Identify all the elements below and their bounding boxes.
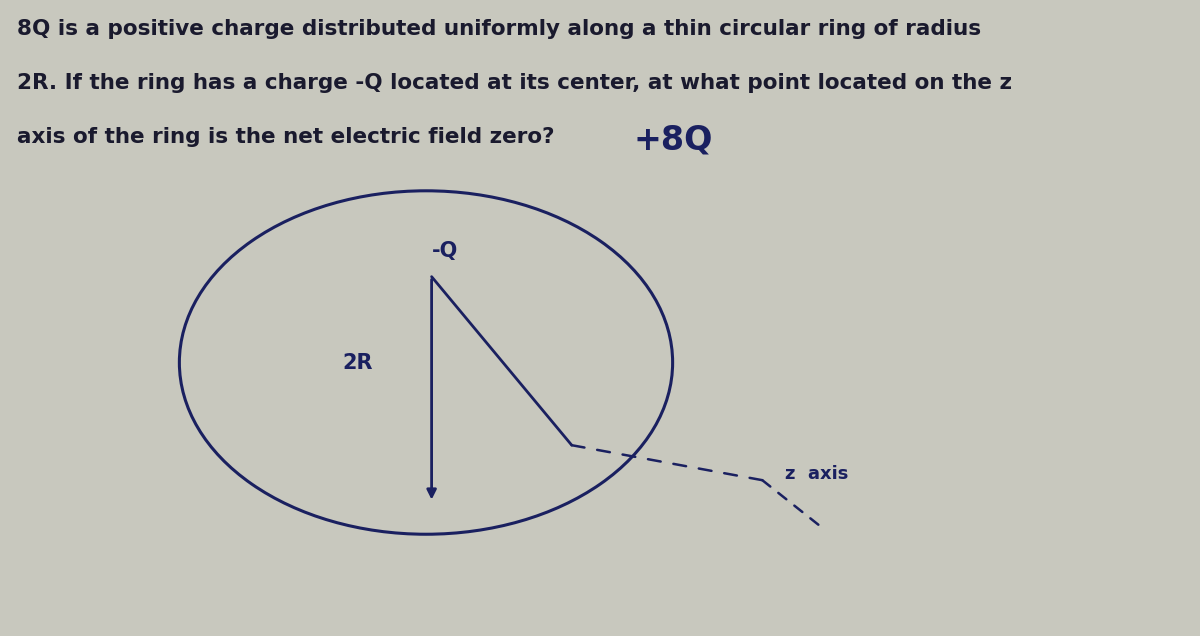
Text: +8Q: +8Q — [634, 123, 713, 156]
Text: -Q: -Q — [432, 241, 458, 261]
Text: 8Q is a positive charge distributed uniformly along a thin circular ring of radi: 8Q is a positive charge distributed unif… — [17, 19, 980, 39]
Text: 2R. If the ring has a charge -Q located at its center, at what point located on : 2R. If the ring has a charge -Q located … — [17, 73, 1012, 93]
Text: z  axis: z axis — [785, 465, 848, 483]
Text: 2R: 2R — [342, 352, 372, 373]
Text: axis of the ring is the net electric field zero?: axis of the ring is the net electric fie… — [17, 127, 554, 147]
